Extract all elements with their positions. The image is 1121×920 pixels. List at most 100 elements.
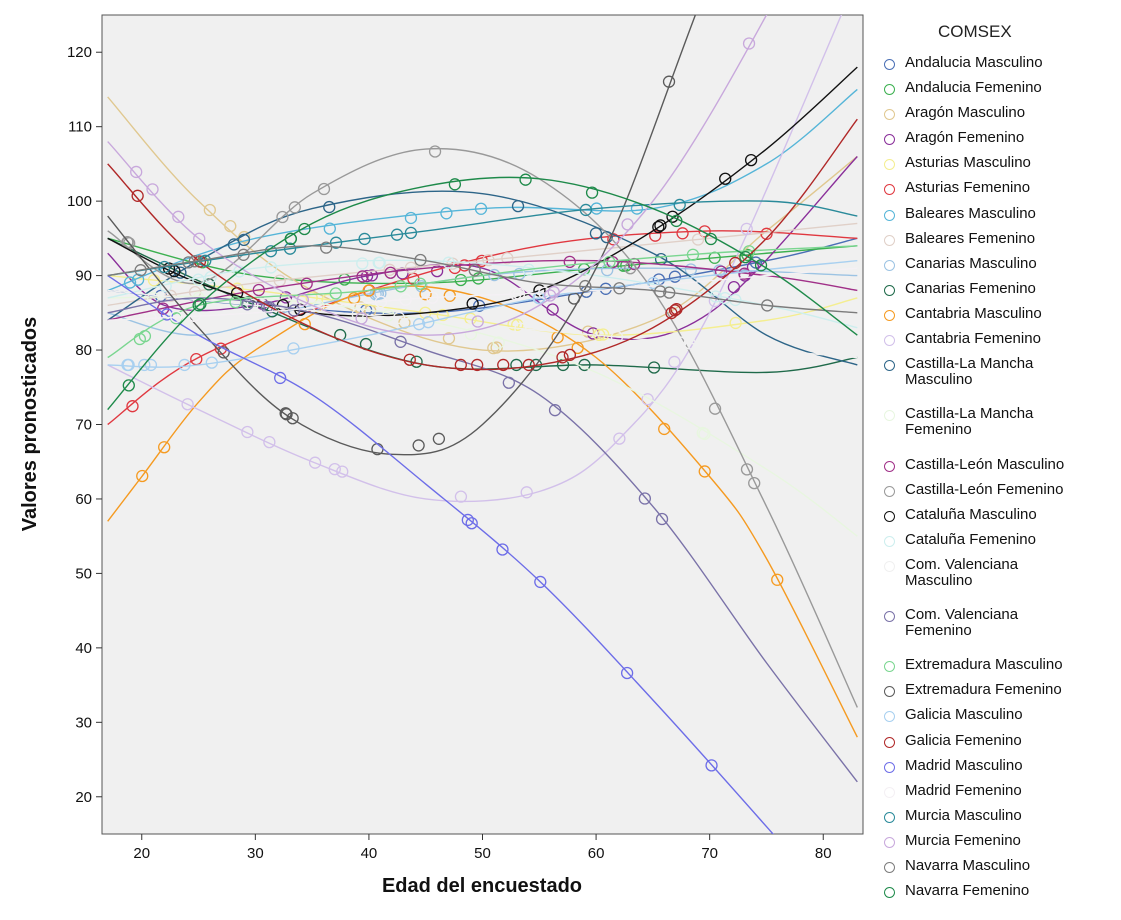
data-point (714, 265, 728, 278)
legend: COMSEX Andalucia Masculino Andalucia Feme… (878, 22, 1121, 908)
data-point (482, 253, 495, 267)
legend-item: Baleares Masculino (878, 205, 1121, 231)
data-point (585, 186, 599, 199)
data-point (121, 236, 134, 249)
data-point (404, 261, 418, 274)
data-point (122, 379, 135, 392)
data-point (241, 298, 254, 311)
data-point (237, 248, 250, 261)
legend-item: Andalucia Femenino (878, 80, 1121, 105)
data-point (138, 358, 151, 372)
data-point (468, 264, 481, 277)
data-point (654, 219, 667, 232)
data-point (399, 293, 412, 306)
legend-label: Canarias Masculino (905, 254, 1037, 272)
data-point (579, 203, 593, 217)
legend-label: Castilla-León Masculino (905, 455, 1065, 473)
data-point (448, 178, 462, 191)
data-point (355, 312, 368, 325)
data-point (691, 233, 705, 246)
legend-marker-icon (884, 887, 895, 899)
data-point (229, 295, 242, 309)
legend-title: COMSEX (938, 22, 1012, 41)
data-point (606, 255, 619, 269)
legend-item: Cantabria Femenino (878, 331, 1121, 356)
data-point (178, 358, 191, 372)
x-axis-title: Edad del encuestado (382, 875, 582, 897)
series-line (107, 15, 843, 503)
data-point (641, 393, 654, 406)
data-point (472, 272, 485, 285)
legend-marker-icon (884, 510, 895, 522)
data-point (744, 153, 758, 167)
legend-label: Extremadura Masculino (905, 656, 1063, 674)
legend-label: Aragón Femenino (905, 129, 1025, 147)
legend-item: Madrid Femenino (878, 782, 1121, 808)
x-tick-label: 70 (701, 845, 718, 862)
data-point (738, 267, 751, 280)
data-point (496, 543, 509, 556)
legend-item: Aragón Masculino (878, 105, 1121, 130)
data-point (474, 202, 488, 215)
data-point (501, 252, 514, 265)
data-point (136, 469, 149, 483)
data-point (131, 273, 145, 286)
data-point (522, 358, 535, 372)
data-point (329, 287, 342, 300)
data-point (668, 304, 682, 317)
data-point (356, 257, 369, 270)
legend-label: Cataluña Femenino (905, 530, 1036, 548)
series-line (107, 88, 858, 292)
data-point (579, 279, 592, 293)
data-point (655, 512, 669, 526)
data-point (287, 342, 300, 355)
series-line (107, 96, 858, 352)
series-line (107, 15, 768, 336)
data-point (426, 291, 439, 304)
legend-marker-icon (884, 109, 895, 121)
series-castilla-leon-femenino (107, 145, 858, 708)
data-point (589, 227, 603, 240)
data-point (647, 276, 660, 290)
data-point (538, 286, 551, 299)
data-point (412, 439, 425, 452)
legend-label: Cantabria Masculino (905, 304, 1042, 322)
data-point (520, 486, 533, 499)
data-point (390, 228, 404, 241)
data-point (771, 573, 784, 586)
data-point (203, 203, 216, 217)
data-point (298, 222, 311, 236)
data-point (192, 273, 205, 286)
data-point (705, 759, 718, 772)
data-point (181, 398, 194, 411)
data-point (514, 322, 527, 335)
legend-marker-icon (884, 309, 895, 321)
data-point (464, 327, 478, 341)
data-point (654, 285, 667, 298)
data-point (509, 287, 522, 301)
series-cantabria-femenino (107, 15, 843, 503)
y-tick-label: 20 (75, 789, 92, 806)
data-point (374, 295, 388, 308)
data-point (696, 426, 709, 440)
data-point (746, 260, 760, 274)
data-point (670, 214, 683, 228)
legend-marker-icon (884, 786, 895, 798)
data-point (442, 256, 455, 269)
data-point (284, 232, 298, 245)
legend-label: Andalucia Masculino (905, 54, 1043, 71)
legend-marker-icon (884, 485, 895, 497)
data-point (704, 339, 717, 352)
legend-marker-icon (884, 209, 895, 221)
data-point (547, 285, 560, 299)
legend-marker-icon (884, 184, 895, 196)
data-point (442, 332, 456, 345)
series-murcia-masculino (107, 198, 858, 277)
data-point (296, 293, 309, 307)
data-point (300, 277, 313, 290)
data-point (123, 276, 137, 289)
data-point (473, 299, 486, 312)
legend-marker-icon (884, 711, 895, 723)
data-point (298, 317, 311, 331)
series-cantabria-masculino (107, 284, 858, 738)
